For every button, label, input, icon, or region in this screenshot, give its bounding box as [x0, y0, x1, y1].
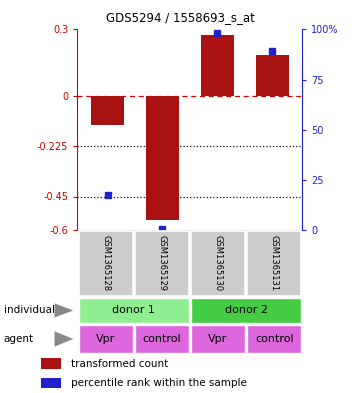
Bar: [78, 231, 132, 296]
Text: donor 2: donor 2: [225, 305, 267, 316]
Bar: [78, 325, 132, 353]
Text: transformed count: transformed count: [71, 358, 168, 369]
Text: GSM1365129: GSM1365129: [157, 235, 166, 291]
Text: GSM1365130: GSM1365130: [213, 235, 222, 291]
Bar: [247, 231, 301, 296]
Bar: [135, 231, 189, 296]
Text: individual: individual: [4, 305, 55, 316]
Text: percentile rank within the sample: percentile rank within the sample: [71, 378, 247, 388]
Bar: [146, 96, 179, 220]
Text: control: control: [255, 334, 294, 344]
Text: GDS5294 / 1558693_s_at: GDS5294 / 1558693_s_at: [105, 11, 255, 24]
Bar: [191, 325, 245, 353]
Polygon shape: [55, 331, 73, 347]
Bar: [41, 378, 61, 388]
Text: Vpr: Vpr: [208, 334, 228, 344]
Text: donor 1: donor 1: [112, 305, 155, 316]
Bar: [91, 96, 124, 125]
Bar: [247, 325, 301, 353]
Text: agent: agent: [4, 334, 34, 344]
Bar: [41, 358, 61, 369]
Text: Vpr: Vpr: [96, 334, 115, 344]
Text: GSM1365128: GSM1365128: [101, 235, 110, 291]
Bar: [78, 298, 189, 323]
Text: GSM1365131: GSM1365131: [270, 235, 279, 291]
Text: control: control: [143, 334, 181, 344]
Bar: [191, 231, 245, 296]
Bar: [135, 325, 189, 353]
Bar: [256, 55, 289, 96]
Polygon shape: [55, 303, 73, 318]
Bar: [191, 298, 301, 323]
Bar: [201, 35, 234, 96]
